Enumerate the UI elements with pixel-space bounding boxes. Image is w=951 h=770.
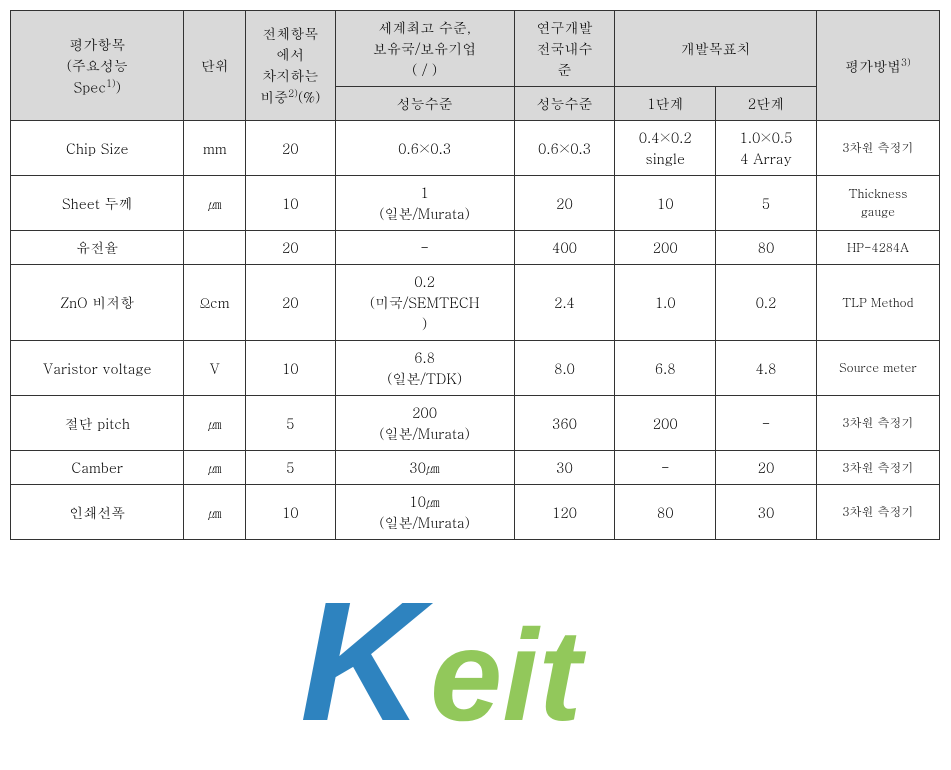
header-phase2: 2단계 [716, 87, 817, 121]
cell-method: 3차원 측정기 [816, 451, 939, 485]
header-domestic-top: 연구개발전국내수준 [514, 11, 615, 87]
cell-domestic: 120 [514, 485, 615, 540]
table-row: Chip Sizemm200.6×0.30.6×0.30.4×0.2single… [11, 121, 940, 176]
cell-phase1: 1.0 [615, 265, 716, 341]
cell-phase2: 1.0×0.54 Array [716, 121, 817, 176]
cell-phase1: 200 [615, 231, 716, 265]
cell-phase1: 10 [615, 176, 716, 231]
cell-weight: 5 [246, 451, 336, 485]
cell-unit: V [184, 341, 246, 396]
cell-name: ZnO 비저항 [11, 265, 184, 341]
cell-weight: 10 [246, 485, 336, 540]
cell-weight: 10 [246, 341, 336, 396]
cell-world: - [335, 231, 514, 265]
table-row: Camber㎛530㎛30-203차원 측정기 [11, 451, 940, 485]
cell-name: Varistor voltage [11, 341, 184, 396]
cell-phase2: - [716, 396, 817, 451]
header-target: 개발목표치 [615, 11, 816, 87]
cell-phase2: 0.2 [716, 265, 817, 341]
cell-phase1: 200 [615, 396, 716, 451]
cell-phase2: 80 [716, 231, 817, 265]
cell-phase1: - [615, 451, 716, 485]
table-row: 절단 pitch㎛5200(일본/Murata)360200-3차원 측정기 [11, 396, 940, 451]
cell-phase1: 6.8 [615, 341, 716, 396]
header-weight: 전체항목에서차지하는비중2)(%) [246, 11, 336, 121]
cell-name: 유전율 [11, 231, 184, 265]
cell-unit: ㎛ [184, 176, 246, 231]
cell-phase2: 4.8 [716, 341, 817, 396]
cell-weight: 20 [246, 231, 336, 265]
cell-unit [184, 231, 246, 265]
cell-domestic: 20 [514, 176, 615, 231]
header-method-text: 평가방법 [845, 55, 901, 75]
cell-world: 1(일본/Murata) [335, 176, 514, 231]
cell-method: Source meter [816, 341, 939, 396]
table-row: 인쇄선폭㎛1010㎛(일본/Murata)12080303차원 측정기 [11, 485, 940, 540]
cell-name: 인쇄선폭 [11, 485, 184, 540]
table-row: ZnO 비저항Ωcm200.2(미국/SEMTECH)2.41.00.2TLP … [11, 265, 940, 341]
table-row: 유전율 20-40020080HP-4284A [11, 231, 940, 265]
cell-name: Chip Size [11, 121, 184, 176]
cell-domestic: 8.0 [514, 341, 615, 396]
cell-phase2: 20 [716, 451, 817, 485]
cell-world: 200(일본/Murata) [335, 396, 514, 451]
cell-name: Camber [11, 451, 184, 485]
header-weight-pct: (%) [298, 87, 321, 107]
header-domestic-sub: 성능수준 [514, 87, 615, 121]
header-eval-close: ) [116, 76, 121, 96]
header-method-sup: 3) [901, 55, 911, 69]
cell-phase2: 30 [716, 485, 817, 540]
cell-unit: mm [184, 121, 246, 176]
cell-name: 절단 pitch [11, 396, 184, 451]
cell-world: 10㎛(일본/Murata) [335, 485, 514, 540]
header-world-top: 세계최고 수준,보유국/보유기업( / ) [335, 11, 514, 87]
header-eval-item: 평가항목(주요성능Spec1)) [11, 11, 184, 121]
spec-table: 평가항목(주요성능Spec1)) 단위 전체항목에서차지하는비중2)(%) 세계… [10, 10, 940, 540]
cell-domestic: 0.6×0.3 [514, 121, 615, 176]
cell-method: Thicknessgauge [816, 176, 939, 231]
cell-method: 3차원 측정기 [816, 485, 939, 540]
cell-domestic: 2.4 [514, 265, 615, 341]
cell-weight: 5 [246, 396, 336, 451]
cell-phase2: 5 [716, 176, 817, 231]
header-eval-sup: 1) [106, 76, 116, 90]
table-row: Sheet 두께㎛101(일본/Murata)20105Thicknessgau… [11, 176, 940, 231]
header-phase1: 1단계 [615, 87, 716, 121]
cell-phase1: 80 [615, 485, 716, 540]
cell-world: 30㎛ [335, 451, 514, 485]
cell-world: 0.2(미국/SEMTECH) [335, 265, 514, 341]
cell-unit: ㎛ [184, 396, 246, 451]
cell-name: Sheet 두께 [11, 176, 184, 231]
header-method: 평가방법3) [816, 11, 939, 121]
svg-text:eit: eit [430, 602, 586, 748]
cell-method: HP-4284A [816, 231, 939, 265]
cell-world: 6.8(일본/TDK) [335, 341, 514, 396]
watermark-logo: K eit [300, 550, 820, 770]
header-weight-sup: 2) [288, 86, 298, 100]
svg-text:K: K [300, 567, 434, 757]
cell-domestic: 400 [514, 231, 615, 265]
cell-weight: 10 [246, 176, 336, 231]
cell-unit: ㎛ [184, 485, 246, 540]
cell-domestic: 30 [514, 451, 615, 485]
cell-method: 3차원 측정기 [816, 121, 939, 176]
header-world-sub: 성능수준 [335, 87, 514, 121]
cell-domestic: 360 [514, 396, 615, 451]
cell-unit: Ωcm [184, 265, 246, 341]
cell-unit: ㎛ [184, 451, 246, 485]
cell-phase1: 0.4×0.2single [615, 121, 716, 176]
table-row: Varistor voltageV106.8(일본/TDK)8.06.84.8S… [11, 341, 940, 396]
cell-weight: 20 [246, 265, 336, 341]
cell-method: TLP Method [816, 265, 939, 341]
cell-method: 3차원 측정기 [816, 396, 939, 451]
cell-world: 0.6×0.3 [335, 121, 514, 176]
header-unit: 단위 [184, 11, 246, 121]
cell-weight: 20 [246, 121, 336, 176]
